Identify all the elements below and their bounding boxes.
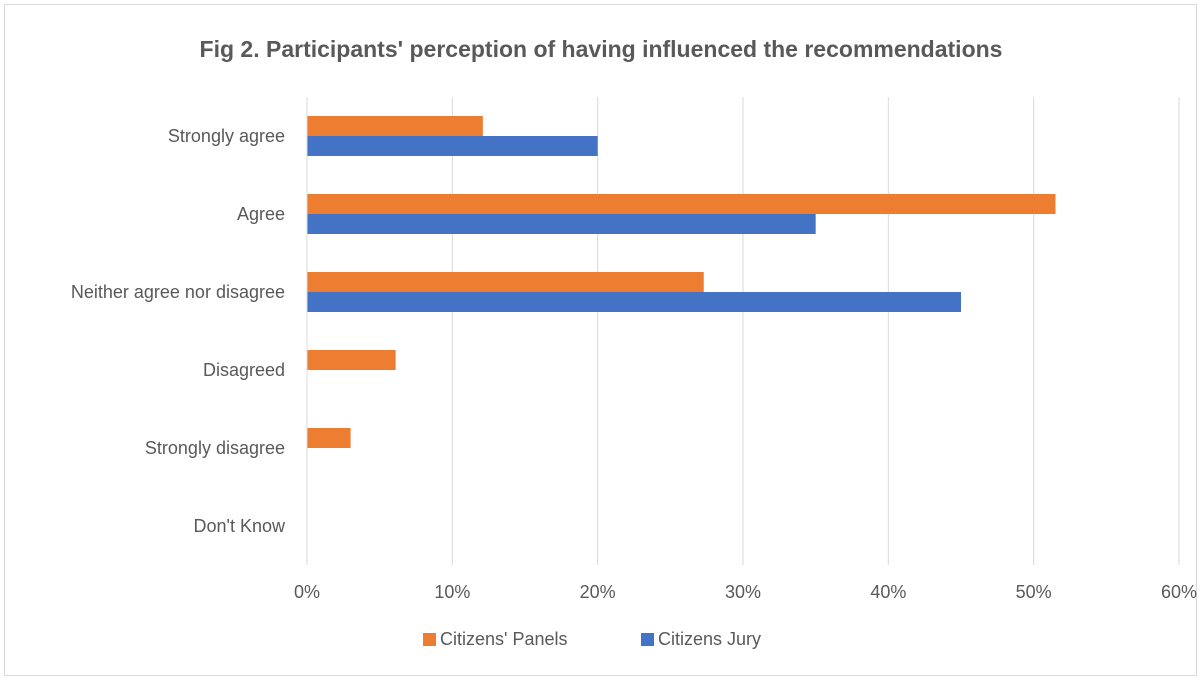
x-tick-label: 60%: [1161, 582, 1197, 602]
legend-label-citizens-jury: Citizens Jury: [658, 629, 761, 649]
x-tick-label: 10%: [434, 582, 470, 602]
bar-citizens-panels: [307, 428, 351, 448]
x-tick-label: 30%: [725, 582, 761, 602]
category-label: Don't Know: [194, 516, 286, 536]
bar-citizens-panels: [307, 272, 704, 292]
x-tick-label: 50%: [1016, 582, 1052, 602]
legend: Citizens' Panels Citizens Jury: [423, 629, 761, 649]
category-labels: Strongly agree Agree Neither agree nor dis…: [71, 126, 286, 536]
bar-citizens-panels: [307, 350, 396, 370]
legend-label-citizens-panels: Citizens' Panels: [440, 629, 568, 649]
category-label: Disagreed: [203, 360, 285, 380]
bar-citizens-panels: [307, 194, 1056, 214]
category-label: Strongly agree: [168, 126, 285, 146]
bars: [307, 116, 1056, 448]
category-label: Neither agree nor disagree: [71, 282, 285, 302]
category-label: Strongly disagree: [145, 438, 285, 458]
legend-swatch-citizens-jury: [641, 633, 654, 646]
legend-swatch-citizens-panels: [423, 633, 436, 646]
bar-citizens-jury: [307, 214, 816, 234]
bar-citizens-panels: [307, 116, 483, 136]
category-label: Agree: [237, 204, 285, 224]
chart-svg: Fig 2. Participants' perception of havin…: [71, 36, 1197, 649]
bar-citizens-jury: [307, 136, 598, 156]
chart-title: Fig 2. Participants' perception of havin…: [200, 36, 1003, 62]
chart-frame: Fig 2. Participants' perception of havin…: [4, 4, 1197, 676]
bar-citizens-jury: [307, 292, 961, 312]
x-tick-label: 0%: [294, 582, 320, 602]
x-tick-label: 40%: [870, 582, 906, 602]
tick-labels: 0% 10% 20% 30% 40% 50% 60%: [294, 582, 1197, 602]
x-tick-label: 20%: [580, 582, 616, 602]
gridlines: [451, 97, 1180, 565]
